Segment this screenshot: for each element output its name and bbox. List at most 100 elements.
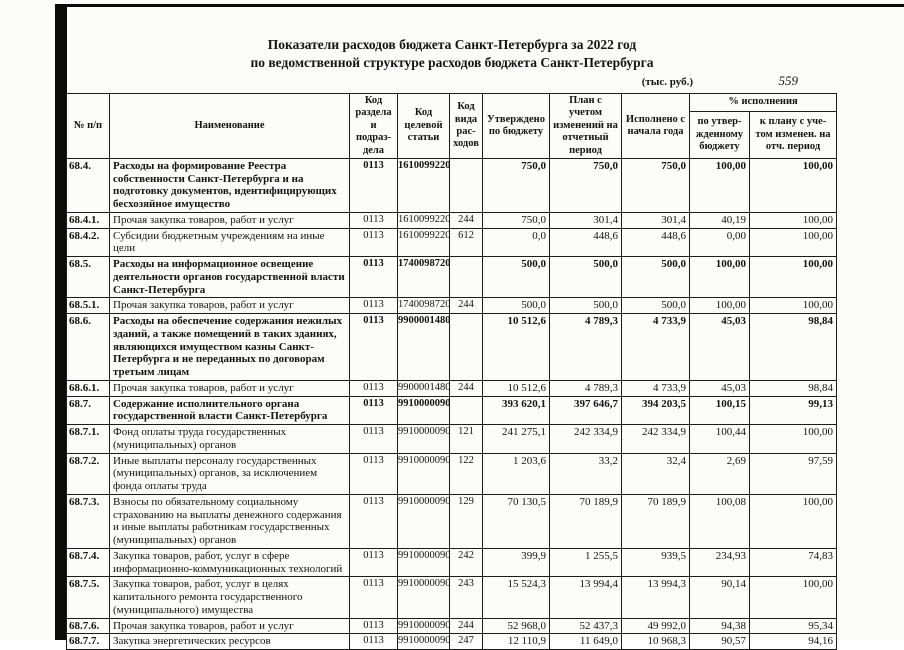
cell-code-target: 9910000090 <box>397 547 451 578</box>
cell-approved: 0,0 <box>482 227 550 258</box>
table-row: 68.5. Расходы на информационное освещение… <box>66 256 838 299</box>
cell-executed: 448,6 <box>621 227 690 258</box>
table-row: 68.6. Расходы на обеспечение содержания н… <box>66 313 838 381</box>
cell-executed: 394 203,5 <box>621 395 690 426</box>
th-percent-plan: к плану с уче-том изменен. на отч. перио… <box>748 111 838 159</box>
cell-pct-plan: 100,00 <box>748 157 838 213</box>
cell-approved: 241 275,1 <box>482 424 550 454</box>
cell-name: Прочая закупка товаров, работ и услуг <box>109 297 350 315</box>
cell-name: Расходы на формирование Реестра собствен… <box>109 157 350 213</box>
cell-pct-plan: 100,00 <box>748 211 838 229</box>
cell-code-target: 9900001480 <box>397 313 451 381</box>
cell-num: 68.6.1. <box>66 379 110 397</box>
cell-num: 68.6. <box>66 313 110 381</box>
cell-plan: 1 255,5 <box>549 547 622 578</box>
th-num: № п/п <box>66 93 110 159</box>
table-row: 68.7.4. Закупка товаров, работ, услуг в с… <box>66 547 838 578</box>
th-name: Наименование <box>109 93 350 159</box>
cell-code-section: 0113 <box>349 633 398 650</box>
cell-code-type: 121 <box>449 424 483 454</box>
table-body: 68.4. Расходы на формирование Реестра соб… <box>66 157 838 650</box>
cell-pct-budget: 45,03 <box>689 313 750 381</box>
table-row: 68.7.6. Прочая закупка товаров, работ и у… <box>66 617 838 635</box>
cell-code-type: 243 <box>449 576 483 619</box>
cell-executed: 500,0 <box>621 256 690 299</box>
cell-num: 68.7.1. <box>66 424 110 454</box>
cell-pct-budget: 40,19 <box>689 211 750 229</box>
cell-code-type: 244 <box>449 211 483 229</box>
cell-pct-budget: 100,00 <box>689 256 750 299</box>
cell-plan: 13 994,4 <box>549 576 622 619</box>
cell-code-target: 1610099220 <box>397 157 451 213</box>
cell-approved: 750,0 <box>482 211 550 229</box>
table-row: 68.5.1. Прочая закупка товаров, работ и у… <box>66 297 838 315</box>
cell-num: 68.7.6. <box>66 617 110 635</box>
cell-plan: 448,6 <box>549 227 622 258</box>
cell-plan: 500,0 <box>549 297 622 315</box>
cell-approved: 500,0 <box>482 256 550 299</box>
cell-pct-plan: 100,00 <box>748 256 838 299</box>
cell-name: Расходы на обеспечение содержания нежилы… <box>109 313 350 381</box>
cell-num: 68.7.4. <box>66 547 110 578</box>
table-row: 68.4.1. Прочая закупка товаров, работ и у… <box>66 211 838 229</box>
cell-code-type <box>449 157 483 213</box>
cell-pct-plan: 94,16 <box>748 633 838 650</box>
cell-approved: 70 130,5 <box>482 493 550 549</box>
table-row: 68.7.7. Закупка энергетических ресурсов 01… <box>66 633 838 650</box>
cell-approved: 750,0 <box>482 157 550 213</box>
cell-plan: 500,0 <box>549 256 622 299</box>
cell-pct-plan: 99,13 <box>748 395 838 426</box>
cell-num: 68.7.7. <box>66 633 110 650</box>
cell-executed: 301,4 <box>621 211 690 229</box>
cell-approved: 52 968,0 <box>482 617 550 635</box>
cell-executed: 4 733,9 <box>621 379 690 397</box>
cell-pct-budget: 90,57 <box>689 633 750 650</box>
cell-num: 68.4.1. <box>66 211 110 229</box>
cell-name: Иные выплаты персоналу государственных (… <box>109 452 350 495</box>
cell-code-type: 612 <box>449 227 483 258</box>
cell-num: 68.7.3. <box>66 493 110 549</box>
cell-num: 68.5.1. <box>66 297 110 315</box>
cell-approved: 1 203,6 <box>482 452 550 495</box>
cell-code-section: 0113 <box>349 395 398 426</box>
cell-num: 68.4.2. <box>66 227 110 258</box>
cell-pct-plan: 74,83 <box>748 547 838 578</box>
title-line-1: Показатели расходов бюджета Санкт-Петерб… <box>267 37 637 52</box>
cell-pct-budget: 100,44 <box>689 424 750 454</box>
cell-executed: 939,5 <box>621 547 690 578</box>
cell-pct-plan: 100,00 <box>748 297 838 315</box>
cell-approved: 12 110,9 <box>482 633 550 650</box>
th-plan: План с учетом изменений на отчетный пери… <box>549 93 622 159</box>
cell-code-section: 0113 <box>349 424 398 454</box>
cell-plan: 301,4 <box>549 211 622 229</box>
table-row: 68.4.2. Субсидии бюджетным учреждениям на… <box>66 227 838 258</box>
table-row: 68.7.5. Закупка товаров, работ, услуг в ц… <box>66 576 838 619</box>
cell-executed: 32,4 <box>621 452 690 495</box>
cell-plan: 242 334,9 <box>549 424 622 454</box>
cell-code-section: 0113 <box>349 452 398 495</box>
budget-table: № п/п Наименование Код раздела и подраз-… <box>66 93 838 650</box>
units-note: (тыс. руб.) <box>641 76 693 89</box>
cell-code-target: 9910000090 <box>397 617 451 635</box>
cell-code-target: 1610099220 <box>397 211 451 229</box>
cell-pct-budget: 100,15 <box>689 395 750 426</box>
cell-pct-budget: 100,00 <box>689 297 750 315</box>
cell-approved: 393 620,1 <box>482 395 550 426</box>
scan-edge-left <box>55 5 67 640</box>
cell-name: Содержание исполнительного органа госуда… <box>109 395 350 426</box>
cell-pct-plan: 100,00 <box>748 493 838 549</box>
cell-plan: 4 789,3 <box>549 379 622 397</box>
cell-plan: 4 789,3 <box>549 313 622 381</box>
header-row-2: по утвер-жденному бюджету к плану с уче-… <box>67 111 838 159</box>
cell-code-section: 0113 <box>349 297 398 315</box>
page-number: 559 <box>778 73 799 89</box>
scan-edge-top <box>55 4 904 7</box>
cell-name: Закупка товаров, работ, услуг в целях ка… <box>109 576 350 619</box>
document-title: Показатели расходов бюджета Санкт-Петерб… <box>66 36 838 71</box>
cell-pct-budget: 45,03 <box>689 379 750 397</box>
cell-executed: 4 733,9 <box>621 313 690 381</box>
th-approved: Утверждено по бюджету <box>482 93 550 159</box>
cell-code-section: 0113 <box>349 547 398 578</box>
cell-pct-plan: 100,00 <box>748 576 838 619</box>
th-code-type: Код вида рас-ходов <box>449 93 483 159</box>
